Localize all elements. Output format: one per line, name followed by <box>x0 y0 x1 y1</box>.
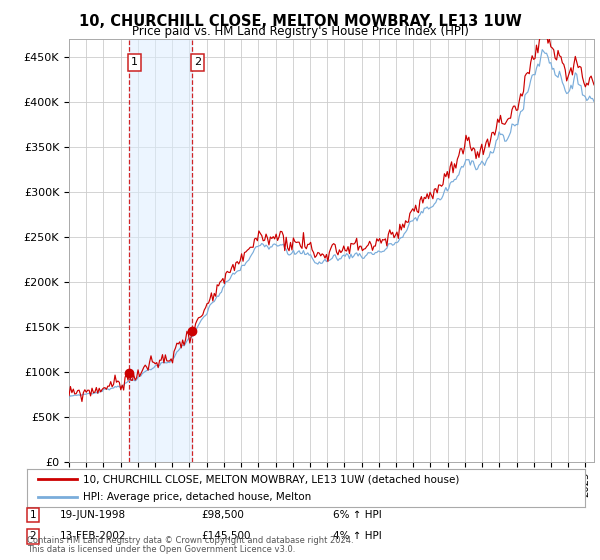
Text: Price paid vs. HM Land Registry's House Price Index (HPI): Price paid vs. HM Land Registry's House … <box>131 25 469 38</box>
Text: Contains HM Land Registry data © Crown copyright and database right 2024.: Contains HM Land Registry data © Crown c… <box>27 536 353 545</box>
Text: 10, CHURCHILL CLOSE, MELTON MOWBRAY, LE13 1UW: 10, CHURCHILL CLOSE, MELTON MOWBRAY, LE1… <box>79 14 521 29</box>
Text: 2: 2 <box>194 58 201 67</box>
Bar <box>128 39 191 462</box>
Text: 13-FEB-2002: 13-FEB-2002 <box>60 531 127 542</box>
Text: 10, CHURCHILL CLOSE, MELTON MOWBRAY, LE13 1UW (detached house): 10, CHURCHILL CLOSE, MELTON MOWBRAY, LE1… <box>83 474 459 484</box>
Text: HPI: Average price, detached house, Melton: HPI: Average price, detached house, Melt… <box>83 492 311 502</box>
Text: This data is licensed under the Open Government Licence v3.0.: This data is licensed under the Open Gov… <box>27 545 295 554</box>
Text: 1: 1 <box>29 510 37 520</box>
Text: 1: 1 <box>131 58 138 67</box>
Text: 6% ↑ HPI: 6% ↑ HPI <box>333 510 382 520</box>
Text: 4% ↑ HPI: 4% ↑ HPI <box>333 531 382 542</box>
Text: 2: 2 <box>29 531 37 542</box>
Text: £145,500: £145,500 <box>201 531 251 542</box>
Text: £98,500: £98,500 <box>201 510 244 520</box>
Text: 19-JUN-1998: 19-JUN-1998 <box>60 510 126 520</box>
